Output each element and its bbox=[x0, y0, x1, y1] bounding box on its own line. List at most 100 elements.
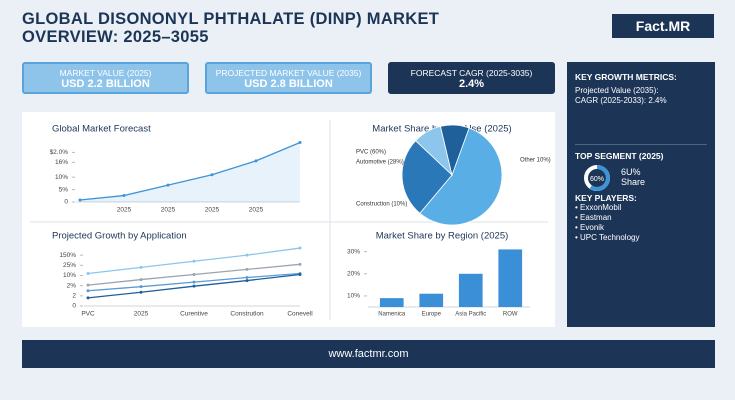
y-tick-label: 2% bbox=[67, 282, 77, 289]
metric-card: PROJECTED MARKET VALUE (2035) USD 2.8 BI… bbox=[205, 62, 372, 94]
y-tick-label: 2 bbox=[72, 293, 76, 300]
pie-slice bbox=[419, 127, 503, 226]
y-tick-label: 20% bbox=[347, 271, 360, 278]
point bbox=[78, 198, 82, 202]
point bbox=[86, 296, 90, 300]
player: • Evonik bbox=[575, 223, 605, 232]
slice-label: Other 10%) bbox=[520, 158, 551, 164]
card-value: USD 2.2 BILLION bbox=[61, 78, 150, 90]
point bbox=[254, 159, 258, 163]
pie-slice bbox=[401, 140, 453, 214]
y-tick-label: 0 bbox=[64, 199, 68, 206]
point bbox=[139, 278, 143, 282]
point bbox=[245, 253, 249, 257]
point bbox=[245, 267, 249, 271]
player: • UPC Technology bbox=[575, 233, 640, 242]
chart-title: Global Market Forecast bbox=[52, 124, 151, 135]
page-title: GLOBAL DISONONYL PHTHALATE (DINP) MARKET… bbox=[22, 10, 440, 46]
y-tick-label: 5% bbox=[59, 186, 69, 193]
point bbox=[86, 283, 90, 287]
metric-line: Projected Value (2035): bbox=[575, 86, 659, 95]
sidebar: KEY GROWTH METRICS: Projected Value (203… bbox=[567, 62, 715, 327]
y-tick-label: 0 bbox=[72, 303, 76, 310]
y-tick-label: $2.0% bbox=[50, 149, 69, 156]
point bbox=[298, 246, 302, 250]
player-name: Evonik bbox=[580, 223, 605, 232]
bar bbox=[379, 298, 404, 307]
card-value: USD 2.8 BILLION bbox=[244, 78, 333, 90]
donut-arc bbox=[584, 165, 610, 191]
y-tick-label: 10% bbox=[63, 272, 76, 279]
logo: Fact.MR bbox=[612, 14, 714, 38]
chart-title: Projected Growth by Application bbox=[52, 231, 187, 242]
x-tick-label: Construtlon bbox=[230, 311, 264, 318]
point bbox=[139, 265, 143, 269]
point bbox=[86, 271, 90, 275]
bar bbox=[458, 273, 483, 307]
x-tick-label: ROW bbox=[503, 312, 518, 318]
point bbox=[166, 183, 170, 187]
x-tick-label: 2025 bbox=[205, 207, 220, 214]
bar bbox=[419, 293, 444, 307]
x-tick-label: Namenica bbox=[378, 312, 406, 318]
y-tick-label: 25% bbox=[63, 262, 76, 269]
point bbox=[139, 285, 143, 289]
segment-text: 6U% Share bbox=[621, 167, 646, 187]
card-label: PROJECTED MARKET VALUE (2035) bbox=[215, 68, 362, 78]
point bbox=[245, 279, 249, 283]
line bbox=[79, 141, 301, 201]
metric-card: MARKET VALUE (2025) USD 2.2 BILLION bbox=[22, 62, 189, 94]
segment-block: 60% 6U% Share bbox=[575, 161, 707, 193]
card-label: MARKET VALUE (2025) bbox=[59, 68, 152, 78]
y-tick-label: 10% bbox=[55, 174, 68, 181]
x-tick-label: Asia Pacific bbox=[455, 312, 486, 318]
area bbox=[80, 142, 300, 202]
bar bbox=[498, 249, 523, 307]
footer: www.factmr.com bbox=[22, 340, 715, 368]
y-tick-label: 30% bbox=[347, 248, 360, 255]
x-tick-label: 2025 bbox=[249, 207, 264, 214]
sidebar-heading: TOP SEGMENT (2025) bbox=[575, 151, 664, 161]
y-tick-label: 150% bbox=[59, 252, 76, 259]
y-tick-label: 10% bbox=[347, 293, 360, 300]
point bbox=[210, 173, 214, 177]
point bbox=[192, 284, 196, 288]
player: • ExxonMobil bbox=[575, 203, 622, 212]
x-tick-label: Curentive bbox=[180, 311, 208, 318]
card-label: FORECAST CAGR (2025-3035) bbox=[410, 68, 533, 78]
point bbox=[192, 272, 196, 276]
divider bbox=[575, 144, 707, 145]
point bbox=[245, 276, 249, 280]
point bbox=[298, 262, 302, 266]
point bbox=[298, 272, 302, 276]
sidebar-heading: KEY GROWTH METRICS: bbox=[575, 72, 677, 82]
player-name: Eastman bbox=[580, 213, 612, 222]
point bbox=[86, 289, 90, 293]
slice-label: Construction (10%) bbox=[356, 202, 407, 208]
x-tick-label: PVC bbox=[81, 311, 95, 318]
donut-label: 60% bbox=[590, 176, 604, 183]
metric-line: CAGR (2025-2033): 2.4% bbox=[575, 96, 667, 105]
x-tick-label: 2025 bbox=[117, 207, 132, 214]
x-tick-label: 2025 bbox=[134, 311, 149, 318]
chart-title: Market Share by Region (2025) bbox=[376, 231, 509, 242]
y-tick-label: 16% bbox=[55, 159, 68, 166]
point bbox=[298, 140, 302, 144]
x-tick-label: Europe bbox=[422, 312, 442, 318]
metric-card: FORECAST CAGR (2025-3035) 2.4% bbox=[388, 62, 555, 94]
pie-slice bbox=[439, 124, 470, 177]
x-tick-label: 2025 bbox=[161, 207, 176, 214]
player-name: UPC Technology bbox=[580, 233, 640, 242]
point bbox=[192, 280, 196, 284]
x-tick-label: Conevell bbox=[287, 311, 313, 318]
player-name: ExxonMobil bbox=[580, 203, 622, 212]
point bbox=[139, 290, 143, 294]
segment-donut: 60% bbox=[584, 165, 610, 191]
slice-label: Automotive (28%) bbox=[356, 160, 404, 166]
point bbox=[122, 194, 126, 198]
point bbox=[192, 259, 196, 263]
player: • Eastman bbox=[575, 213, 612, 222]
